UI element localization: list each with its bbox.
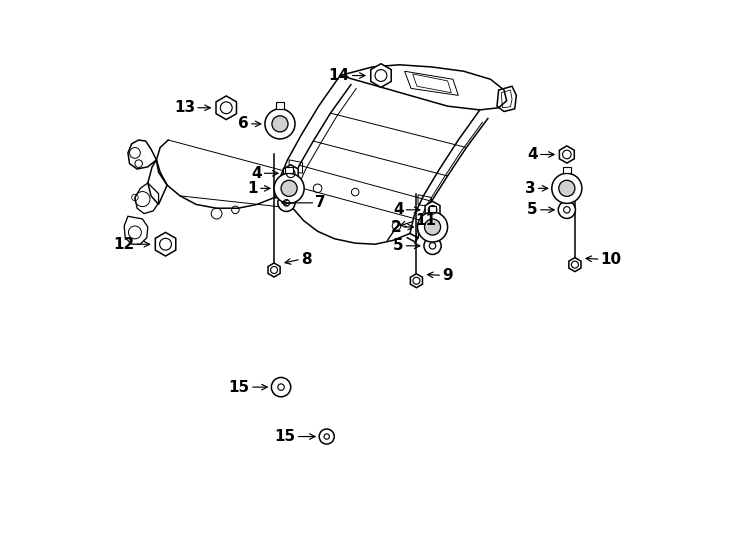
Circle shape bbox=[552, 173, 582, 204]
Circle shape bbox=[392, 221, 401, 230]
Text: 13: 13 bbox=[174, 100, 195, 115]
Text: 4: 4 bbox=[251, 166, 262, 181]
Text: 14: 14 bbox=[329, 68, 350, 83]
Text: 7: 7 bbox=[316, 195, 326, 211]
Text: 11: 11 bbox=[415, 213, 436, 228]
Circle shape bbox=[278, 194, 295, 212]
Text: 8: 8 bbox=[301, 252, 311, 267]
Circle shape bbox=[424, 219, 440, 235]
Circle shape bbox=[265, 109, 295, 139]
Text: 5: 5 bbox=[393, 238, 404, 253]
Circle shape bbox=[281, 180, 297, 197]
Text: 4: 4 bbox=[527, 147, 538, 162]
Text: 5: 5 bbox=[527, 202, 538, 217]
Text: 15: 15 bbox=[229, 380, 250, 395]
Polygon shape bbox=[410, 274, 423, 288]
Polygon shape bbox=[425, 201, 440, 218]
Polygon shape bbox=[569, 258, 581, 272]
Circle shape bbox=[424, 237, 441, 254]
Circle shape bbox=[418, 212, 448, 242]
Circle shape bbox=[559, 180, 575, 197]
Text: 12: 12 bbox=[113, 237, 134, 252]
Polygon shape bbox=[216, 96, 236, 119]
Circle shape bbox=[272, 377, 291, 397]
Bar bbox=[429, 206, 436, 212]
Polygon shape bbox=[283, 165, 298, 182]
Text: 2: 2 bbox=[390, 220, 401, 234]
Circle shape bbox=[559, 201, 575, 218]
Circle shape bbox=[272, 116, 288, 132]
Bar bbox=[276, 103, 284, 109]
Text: 3: 3 bbox=[525, 181, 536, 196]
Polygon shape bbox=[268, 263, 280, 277]
Text: 1: 1 bbox=[247, 181, 258, 196]
Polygon shape bbox=[371, 64, 391, 87]
Text: 10: 10 bbox=[600, 252, 622, 267]
Text: 6: 6 bbox=[238, 117, 249, 131]
Bar bbox=[563, 167, 570, 173]
Circle shape bbox=[274, 173, 304, 204]
Circle shape bbox=[319, 429, 334, 444]
Polygon shape bbox=[156, 232, 175, 256]
Bar bbox=[286, 167, 293, 173]
Text: 4: 4 bbox=[393, 202, 404, 217]
Text: 15: 15 bbox=[275, 429, 296, 444]
Text: 9: 9 bbox=[442, 268, 453, 283]
Polygon shape bbox=[559, 146, 574, 163]
